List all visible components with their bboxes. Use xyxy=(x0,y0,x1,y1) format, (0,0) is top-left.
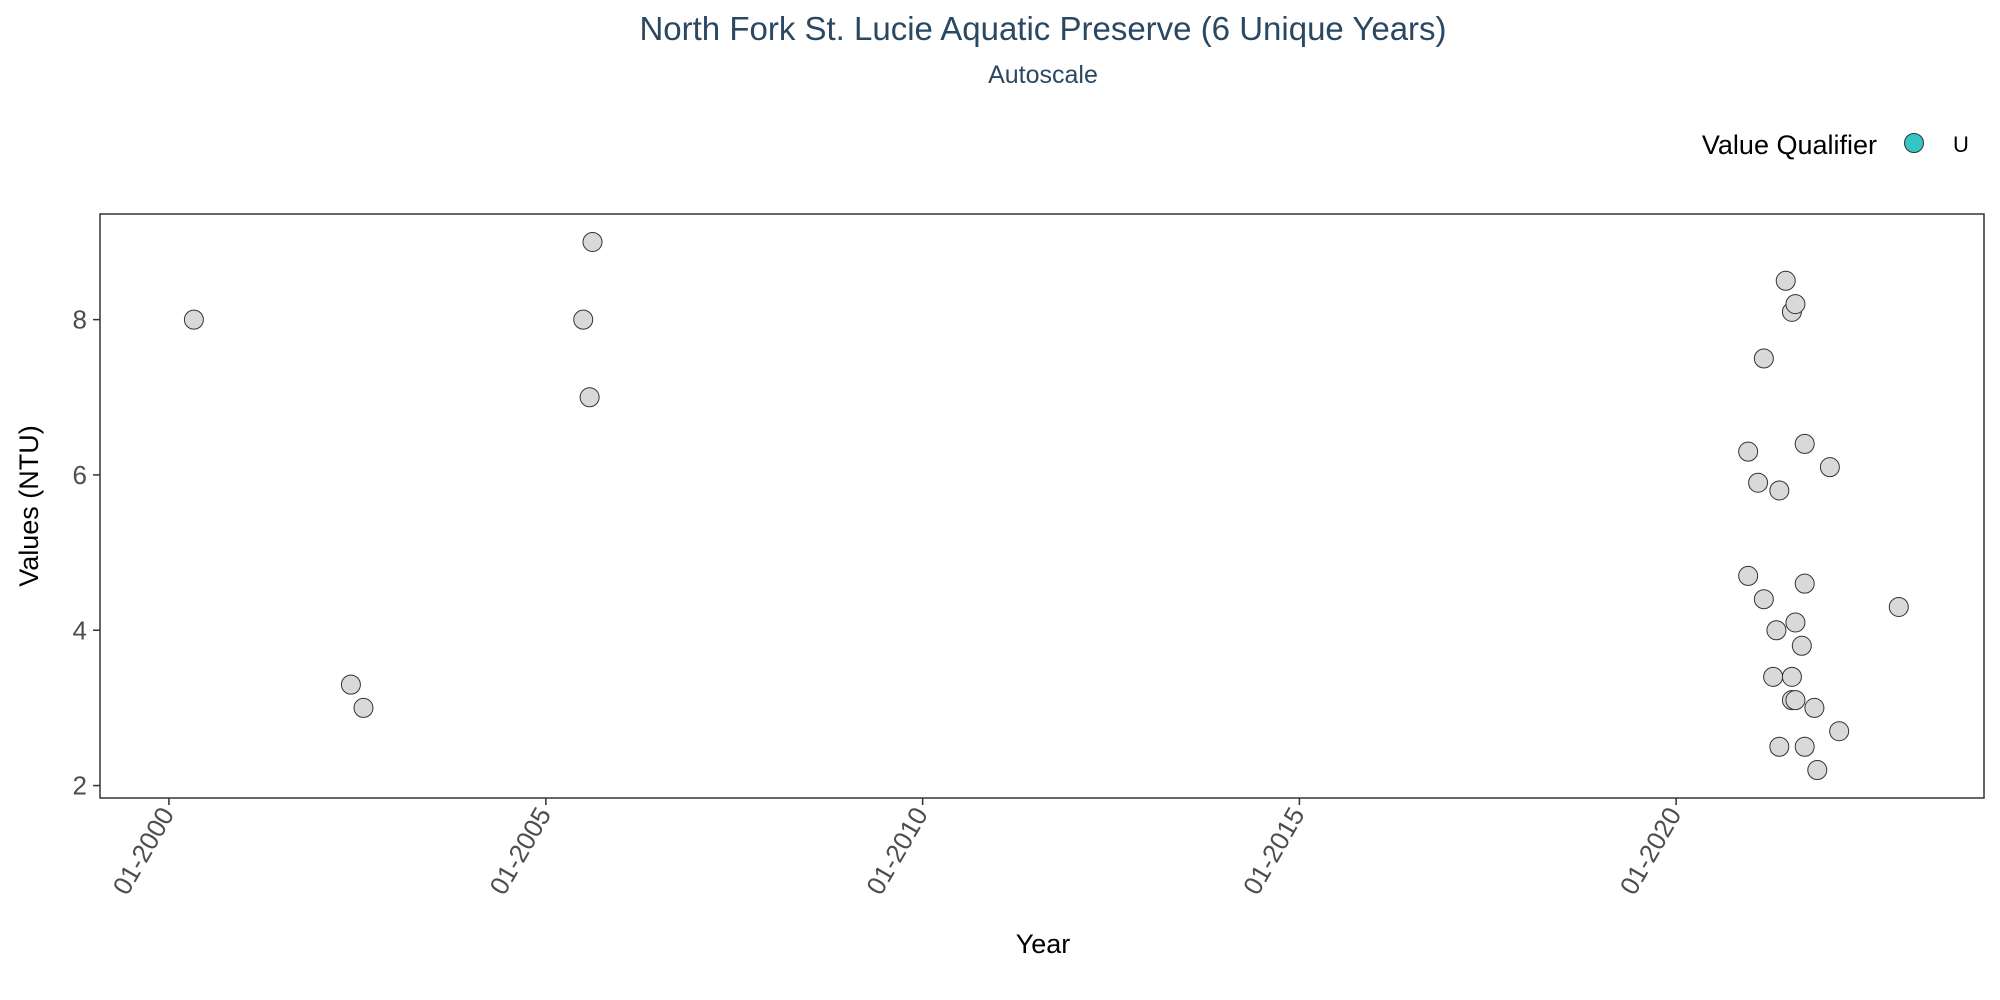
plot-panel xyxy=(99,213,1985,799)
data-point xyxy=(183,309,204,330)
legend-label-u: U xyxy=(1953,132,1969,157)
legend-title: Value Qualifier xyxy=(1702,130,1877,160)
legend-key-u xyxy=(1904,133,1924,153)
x-tick-label: 01-2015 xyxy=(1237,802,1311,900)
data-point xyxy=(1763,666,1784,687)
data-point xyxy=(1738,441,1759,462)
data-point xyxy=(1753,589,1774,610)
data-point xyxy=(1791,635,1812,656)
data-point xyxy=(1794,573,1815,594)
data-point xyxy=(1766,620,1787,641)
y-tick-label: 4 xyxy=(73,615,87,645)
x-tick-label: 01-2020 xyxy=(1614,802,1688,900)
data-point xyxy=(1785,690,1806,711)
data-point xyxy=(1804,697,1825,718)
y-axis: 2 4 6 8 xyxy=(73,305,100,801)
data-point xyxy=(582,231,603,252)
y-axis-title: Values (NTU) xyxy=(14,425,44,587)
data-point xyxy=(340,674,361,695)
data-point xyxy=(1807,760,1828,781)
x-tick-label: 01-2000 xyxy=(106,802,180,900)
data-point xyxy=(1785,612,1806,633)
data-point xyxy=(1888,596,1909,617)
chart-subtitle: Autoscale xyxy=(988,61,1098,89)
y-tick-label: 6 xyxy=(73,460,87,490)
data-point xyxy=(1829,721,1850,742)
data-point xyxy=(1775,270,1796,291)
data-point xyxy=(579,387,600,408)
data-point xyxy=(353,697,374,718)
data-point xyxy=(1738,565,1759,586)
x-axis-title: Year xyxy=(1016,929,1071,959)
data-point xyxy=(1769,736,1790,757)
x-tick-label: 01-2005 xyxy=(483,802,557,900)
y-tick-label: 2 xyxy=(73,771,87,801)
data-point xyxy=(1748,472,1769,493)
data-point xyxy=(1769,480,1790,501)
data-point xyxy=(1794,433,1815,454)
data-point xyxy=(1785,294,1806,315)
chart-title: North Fork St. Lucie Aquatic Preserve (6… xyxy=(639,10,1446,47)
data-point xyxy=(1794,736,1815,757)
data-point xyxy=(1781,666,1802,687)
x-tick-label: 01-2010 xyxy=(860,802,934,900)
data-point xyxy=(1819,457,1840,478)
x-axis: 01-2000 01-2005 01-2010 01-2015 01-2020 xyxy=(106,798,1687,900)
data-points xyxy=(183,231,1909,781)
legend: Value Qualifier U xyxy=(1702,130,1969,160)
data-point xyxy=(573,309,594,330)
y-tick-label: 8 xyxy=(73,305,87,335)
data-point xyxy=(1753,348,1774,369)
